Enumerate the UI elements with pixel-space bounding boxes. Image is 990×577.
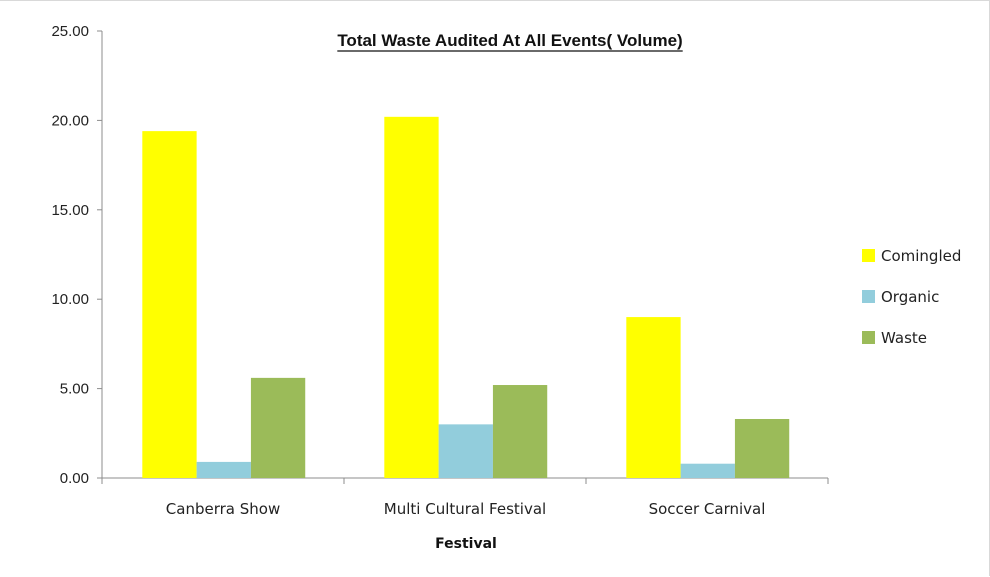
x-axis-title: Festival — [435, 536, 497, 552]
x-category-label: Multi Cultural Festival — [384, 500, 546, 518]
x-category-label: Canberra Show — [166, 500, 280, 518]
legend-label-comingled: Comingled — [881, 247, 961, 265]
legend-swatch-waste — [862, 331, 875, 344]
bar-organic-1 — [438, 424, 493, 478]
legend-swatch-organic — [862, 290, 875, 303]
y-tick-label: 5.00 — [60, 381, 89, 398]
bar-waste-2 — [734, 418, 790, 478]
y-tick-label: 10.00 — [51, 291, 89, 308]
bar-comingled-1 — [384, 116, 439, 478]
legend-label-waste: Waste — [881, 329, 927, 347]
y-tick-label: 15.00 — [51, 202, 89, 219]
bar-organic-2 — [680, 463, 735, 478]
axes: 0.00 5.00 10.00 15.00 20.00 25.00 Canberra Sho… — [51, 23, 829, 518]
y-tick-label: 0.00 — [60, 470, 89, 487]
x-category-label: Soccer Carnival — [649, 500, 766, 518]
y-tick-label: 25.00 — [51, 23, 89, 40]
legend-label-organic: Organic — [881, 288, 939, 306]
y-tick-label: 20.00 — [51, 112, 89, 129]
bar-waste-1 — [492, 385, 548, 478]
chart-title: Total Waste Audited At All Events( Volum… — [337, 31, 682, 50]
bars — [142, 116, 790, 479]
bar-comingled-2 — [626, 317, 681, 478]
bar-organic-0 — [196, 461, 251, 478]
bar-comingled-0 — [142, 131, 197, 479]
legend: Comingled Organic Waste — [862, 247, 961, 347]
legend-swatch-comingled — [862, 249, 875, 262]
bar-waste-0 — [250, 377, 306, 478]
